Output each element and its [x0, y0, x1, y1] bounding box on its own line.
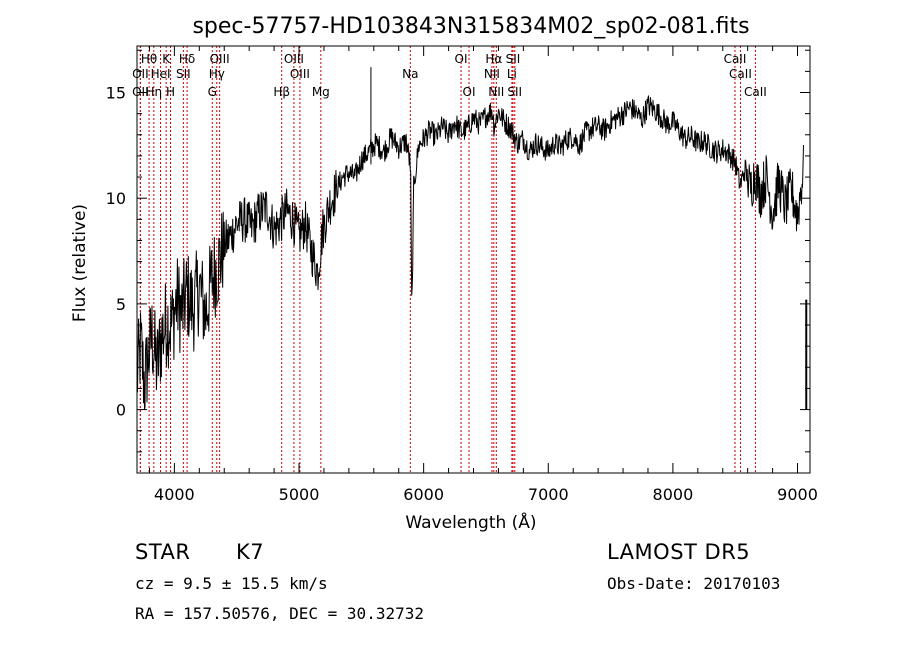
object-type: STAR: [135, 540, 191, 564]
x-tick-label: 5000: [279, 485, 320, 504]
line-marker-layer: [139, 46, 756, 473]
line-marker-label: Hη: [146, 85, 163, 99]
line-marker-label: OIII: [210, 52, 230, 66]
chart-title: spec-57757-HD103843N315834M02_sp02-081.f…: [192, 14, 749, 39]
y-tick-label: 10: [106, 189, 126, 208]
coordinates-readout: RA = 157.50576, DEC = 30.32732: [135, 604, 424, 623]
x-tick-label: 6000: [403, 485, 444, 504]
observation-date: Obs-Date: 20170103: [607, 574, 781, 593]
y-tick-label: 5: [116, 295, 126, 314]
line-marker-label: K: [162, 52, 171, 66]
x-tick-label: 9000: [777, 485, 818, 504]
line-marker-label: SII: [176, 67, 191, 81]
redshift-readout: cz = 9.5 ± 15.5 km/s: [135, 574, 328, 593]
line-marker-label: OII: [132, 85, 149, 99]
line-marker-label: CaII: [744, 85, 767, 99]
line-marker-label: H: [166, 85, 175, 99]
line-marker-label: CaII: [724, 52, 747, 66]
axis-layer: 4000 5000 6000 7000 8000 9000 0 5 10 15: [106, 46, 818, 504]
x-axis-label: Wavelength (Å): [405, 511, 536, 533]
survey-name: LAMOST DR5: [607, 540, 751, 564]
y-tick-label: 0: [116, 401, 126, 420]
spectrum-line: [136, 95, 804, 410]
line-marker-label: Hθ: [141, 52, 157, 66]
line-marker-label: OIII: [290, 67, 310, 81]
y-axis-label: Flux (relative): [70, 204, 90, 322]
line-marker-label: OI: [455, 52, 468, 66]
line-marker-label: Hα: [485, 52, 502, 66]
x-tick-label: 4000: [154, 485, 195, 504]
line-marker-label: OI: [463, 85, 476, 99]
line-marker-label: G: [208, 85, 217, 99]
line-marker-label: Hβ: [273, 85, 290, 99]
spectral-subclass: K7: [236, 540, 265, 564]
line-marker-label: CaII: [729, 67, 752, 81]
line-marker-label: SII: [507, 85, 522, 99]
x-tick-label: 7000: [528, 485, 569, 504]
plot-frame: [136, 45, 811, 474]
line-marker-label: OII: [132, 67, 149, 81]
line-marker-label: Hγ: [209, 67, 225, 81]
line-marker-label: HeI: [151, 67, 171, 81]
line-marker-label: NII: [484, 67, 500, 81]
spectrum-chart: spec-57757-HD103843N315834M02_sp02-081.f…: [70, 14, 818, 533]
line-marker-label: Li: [507, 67, 517, 81]
line-marker-label: Mg: [312, 85, 330, 99]
x-tick-label: 8000: [653, 485, 694, 504]
line-marker-label: SII: [506, 52, 521, 66]
line-marker-label: Hδ: [179, 52, 195, 66]
line-marker-label: NII: [488, 85, 504, 99]
spectrum-layer: [136, 67, 808, 410]
line-marker-label: OIII: [284, 52, 304, 66]
line-marker-label: Na: [402, 67, 418, 81]
y-tick-label: 15: [106, 84, 126, 103]
